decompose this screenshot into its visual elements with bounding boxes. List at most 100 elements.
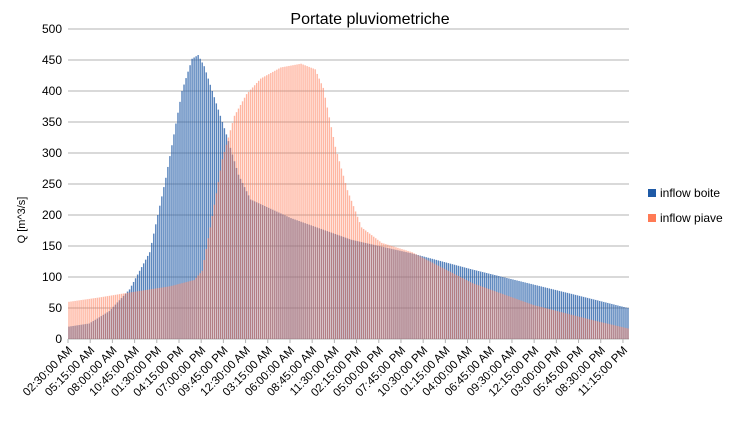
y-tick-label: 250: [42, 177, 62, 191]
bar-inflow-boite: [617, 305, 619, 339]
bar-inflow-piave: [318, 78, 320, 339]
bar-inflow-piave: [421, 257, 423, 339]
series-inflow-piave: [68, 63, 629, 340]
bar-inflow-piave: [247, 91, 250, 339]
bar-inflow-piave: [536, 305, 538, 339]
bar-inflow-piave: [623, 327, 625, 339]
bar-inflow-piave: [134, 291, 137, 339]
bar-inflow-piave: [302, 64, 304, 340]
bar-inflow-piave: [249, 89, 252, 339]
bar-inflow-piave: [213, 204, 216, 339]
bar-inflow-piave: [142, 290, 145, 339]
bar-inflow-piave: [526, 302, 528, 339]
bar-inflow-boite: [601, 301, 603, 339]
bar-inflow-piave: [149, 289, 151, 339]
bar-inflow-piave: [597, 321, 599, 339]
bar-inflow-piave: [362, 228, 365, 339]
bar-inflow-piave: [179, 283, 181, 339]
bar-inflow-boite: [153, 233, 155, 339]
bar-inflow-piave: [245, 94, 248, 339]
bar-inflow-piave: [310, 67, 312, 340]
bar-inflow-piave: [617, 326, 619, 339]
bar-inflow-piave: [104, 296, 107, 339]
bar-inflow-piave: [237, 108, 240, 339]
bar-inflow-piave: [506, 295, 508, 339]
bar-inflow-piave: [348, 195, 351, 339]
bar-inflow-piave: [453, 273, 456, 339]
bar-inflow-piave: [264, 76, 266, 340]
bar-inflow-piave: [615, 325, 617, 339]
bar-inflow-piave: [177, 284, 179, 339]
bar-inflow-piave: [486, 288, 488, 339]
bar-inflow-piave: [540, 306, 542, 339]
bar-inflow-piave: [433, 263, 435, 339]
y-tick-label: 200: [42, 208, 62, 222]
bar-inflow-boite: [167, 166, 169, 339]
bar-inflow-piave: [207, 238, 209, 339]
bar-inflow-piave: [538, 306, 540, 339]
bar-inflow-piave: [439, 266, 442, 339]
bar-inflow-piave: [500, 293, 502, 339]
bar-inflow-piave: [173, 285, 175, 339]
bar-inflow-piave: [278, 68, 280, 339]
bar-inflow-boite: [171, 145, 173, 339]
bar-inflow-piave: [625, 327, 627, 339]
bar-inflow-piave: [393, 246, 395, 339]
bar-inflow-piave: [548, 309, 550, 339]
bar-inflow-piave: [290, 65, 292, 339]
bar-inflow-piave: [235, 112, 238, 340]
bar-inflow-piave: [494, 291, 496, 339]
bar-inflow-piave: [262, 77, 264, 339]
bar-inflow-piave: [534, 305, 536, 339]
bar-inflow-piave: [512, 297, 514, 339]
legend: inflow boite inflow piave: [648, 186, 723, 225]
bar-inflow-piave: [86, 299, 88, 339]
bar-inflow-piave: [356, 216, 359, 339]
bar-inflow-boite: [605, 302, 607, 339]
bar-inflow-piave: [455, 274, 458, 339]
y-tick-labels: 0 50 100 150 200 250 300 350 400 450 500: [42, 22, 62, 346]
bar-inflow-piave: [443, 268, 446, 339]
bar-inflow-piave: [461, 278, 464, 339]
bar-inflow-piave: [373, 236, 375, 339]
bar-inflow-piave: [562, 312, 565, 339]
bar-inflow-piave: [257, 80, 260, 339]
bar-inflow-boite: [183, 84, 185, 339]
bar-inflow-piave: [532, 304, 534, 339]
bar-inflow-piave: [140, 290, 143, 339]
bar-inflow-piave: [518, 299, 520, 339]
bar-inflow-piave: [147, 289, 149, 339]
bar-inflow-piave: [546, 308, 548, 339]
bar-inflow-piave: [405, 250, 407, 339]
bar-inflow-piave: [550, 309, 553, 339]
bar-inflow-piave: [360, 227, 363, 339]
bar-inflow-piave: [138, 290, 141, 339]
bar-inflow-piave: [611, 324, 613, 339]
bar-inflow-piave: [106, 296, 109, 339]
bar-inflow-piave: [552, 310, 555, 339]
bar-inflow-piave: [159, 287, 161, 339]
bar-inflow-piave: [605, 323, 607, 339]
bar-inflow-boite: [613, 304, 615, 339]
bar-inflow-boite: [181, 91, 183, 339]
bar-inflow-piave: [120, 293, 123, 339]
bar-inflow-piave: [270, 73, 272, 340]
bar-inflow-piave: [570, 314, 573, 339]
bar-inflow-piave: [268, 74, 270, 339]
bar-inflow-piave: [336, 154, 339, 339]
bar-inflow-boite: [625, 307, 627, 339]
bar-inflow-piave: [108, 295, 111, 339]
bar-inflow-piave: [437, 265, 439, 339]
bar-inflow-piave: [288, 65, 290, 339]
bar-inflow-piave: [595, 320, 597, 339]
bar-inflow-boite: [161, 196, 163, 339]
bar-inflow-piave: [522, 301, 524, 339]
bar-inflow-piave: [490, 289, 492, 339]
bar-inflow-piave: [524, 302, 526, 339]
bar-inflow-piave: [477, 285, 480, 339]
bar-inflow-piave: [542, 307, 544, 339]
bar-inflow-boite: [177, 112, 179, 339]
bar-inflow-piave: [286, 66, 288, 339]
bar-inflow-piave: [217, 181, 220, 339]
bar-inflow-piave: [114, 294, 117, 339]
